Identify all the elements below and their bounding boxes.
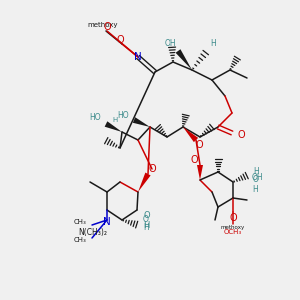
Text: O: O bbox=[253, 176, 259, 184]
Text: OCH₃: OCH₃ bbox=[224, 229, 242, 235]
Polygon shape bbox=[183, 127, 198, 142]
Text: methoxy: methoxy bbox=[88, 22, 118, 28]
Polygon shape bbox=[133, 117, 150, 127]
Text: methoxy: methoxy bbox=[221, 226, 245, 230]
Text: HO: HO bbox=[117, 110, 129, 119]
Text: N: N bbox=[134, 52, 142, 62]
Text: H: H bbox=[252, 185, 258, 194]
Text: OH: OH bbox=[164, 40, 176, 49]
Text: O: O bbox=[237, 130, 244, 140]
Polygon shape bbox=[197, 165, 203, 180]
Text: H: H bbox=[253, 167, 259, 176]
Text: O: O bbox=[190, 155, 198, 165]
Text: CH₃: CH₃ bbox=[74, 219, 86, 225]
Text: N(CH₃)₂: N(CH₃)₂ bbox=[79, 227, 107, 236]
Text: O: O bbox=[229, 213, 237, 223]
Polygon shape bbox=[105, 121, 122, 132]
Text: O: O bbox=[195, 140, 203, 150]
Polygon shape bbox=[138, 172, 151, 192]
Text: O: O bbox=[116, 35, 124, 45]
Text: O: O bbox=[143, 212, 150, 220]
Text: N: N bbox=[103, 217, 111, 227]
Text: OH: OH bbox=[252, 173, 264, 182]
Text: HO: HO bbox=[89, 113, 101, 122]
Polygon shape bbox=[176, 49, 192, 70]
Text: CH₃: CH₃ bbox=[74, 237, 86, 243]
Text: H: H bbox=[143, 220, 149, 230]
Text: H: H bbox=[210, 40, 216, 49]
Text: O: O bbox=[148, 164, 156, 174]
Text: H: H bbox=[143, 224, 149, 232]
Text: O: O bbox=[143, 215, 149, 224]
Text: H: H bbox=[112, 117, 118, 123]
Text: O: O bbox=[103, 22, 111, 32]
